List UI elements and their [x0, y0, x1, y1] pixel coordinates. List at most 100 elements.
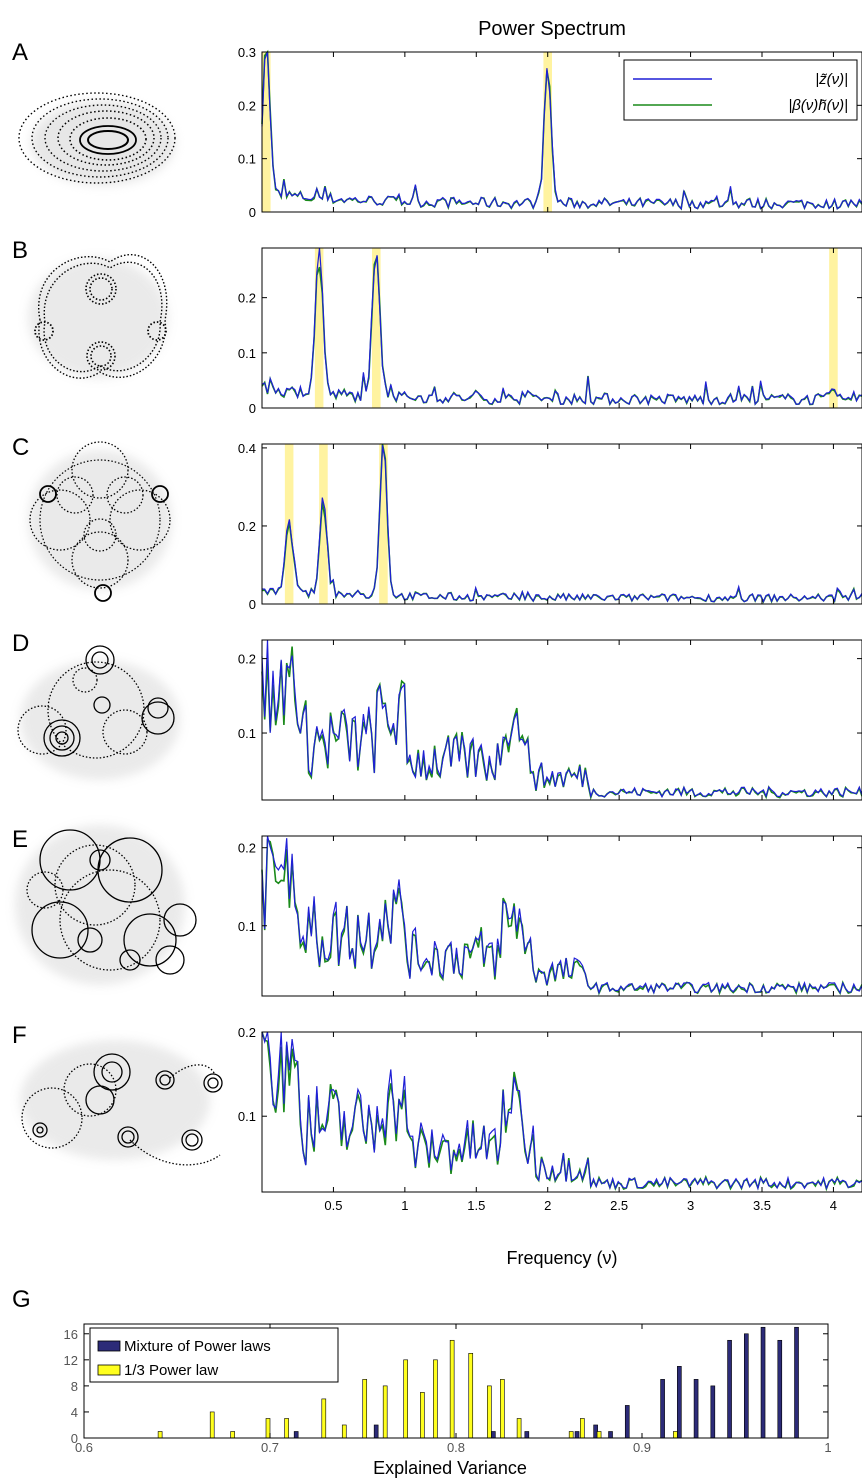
y-tick-label: 8 — [71, 1379, 78, 1394]
bar-one-third — [568, 1431, 574, 1439]
bar-mixture — [710, 1385, 716, 1439]
y-tick-label: 0.1 — [238, 919, 256, 934]
x-tick-label: 3 — [687, 1198, 694, 1213]
spectrum-panel-a: 0 0.1 0.2 0.3 — [238, 45, 862, 220]
legend-label-one-third: 1/3 Power law — [124, 1362, 218, 1379]
bar-one-third — [403, 1359, 408, 1439]
x-tick-label: 0.7 — [261, 1440, 279, 1455]
y-tick-label: 0 — [249, 205, 256, 220]
spectrum-panel-b: 0 0.1 0.2 — [238, 247, 862, 416]
axes-frame — [261, 51, 862, 213]
x-tick-label: 3.5 — [753, 1198, 771, 1213]
trajectory-f — [20, 1040, 223, 1166]
y-tick-label: 0.1 — [238, 346, 256, 361]
bar-one-third — [284, 1418, 289, 1439]
y-tick-label: 0.1 — [238, 152, 256, 167]
spectrum-panel-c: 0 0.2 0.4 — [238, 441, 862, 612]
bar-one-third — [230, 1431, 235, 1439]
bar-one-third — [516, 1418, 522, 1439]
x-tick-label: 1.5 — [467, 1198, 485, 1213]
panel-label-g: G — [12, 1286, 31, 1313]
bar-mixture — [693, 1379, 699, 1439]
panel-label-c: C — [12, 434, 29, 461]
y-tick-label: 0.2 — [238, 519, 256, 534]
y-tick-label: 0.1 — [238, 726, 256, 741]
highlight-band — [262, 52, 271, 212]
bar-one-third — [341, 1424, 347, 1439]
bar-one-third — [265, 1418, 271, 1439]
x-tick-label: 4 — [830, 1198, 837, 1213]
spectrum-panel-d: 0.1 0.2 — [238, 639, 862, 801]
axes-frame — [261, 443, 862, 605]
highlight-band — [543, 52, 552, 212]
y-tick-label: 0.3 — [238, 45, 256, 60]
y-tick-label: 4 — [71, 1405, 78, 1420]
panel-label-b: B — [12, 237, 28, 264]
legend-h-label: |β(ν)h̃(ν)| — [788, 97, 848, 114]
axes-frame — [261, 247, 862, 409]
highlight-band — [379, 444, 388, 604]
highlight-band — [314, 248, 324, 408]
bar-mixture — [574, 1431, 580, 1439]
bar-one-third — [157, 1431, 163, 1439]
bar-one-third — [382, 1385, 388, 1439]
trajectory-c — [28, 441, 172, 602]
panel-label-e: E — [12, 826, 28, 853]
x-tick-label: 2.5 — [610, 1198, 628, 1213]
y-tick-label: 0 — [71, 1431, 78, 1446]
x-tick-label: 2 — [544, 1198, 551, 1213]
axes-frame — [261, 1031, 862, 1193]
panel-label-d: D — [12, 630, 29, 657]
bar-one-third — [500, 1379, 505, 1439]
bar-mixture — [608, 1431, 613, 1439]
bar-mixture — [491, 1431, 496, 1439]
y-tick-label: 12 — [64, 1353, 78, 1368]
bar-mixture — [524, 1431, 530, 1439]
bar-one-third — [673, 1431, 678, 1439]
bar-mixture — [760, 1326, 766, 1439]
y-tick-label: 0 — [249, 401, 256, 416]
bar-mixture — [727, 1339, 732, 1439]
bar-one-third — [487, 1385, 492, 1439]
y-tick-label: 16 — [64, 1327, 78, 1342]
spectrum-legend: |z̃(ν)| |β(ν)h̃(ν)| — [623, 59, 858, 121]
trajectory-e — [15, 825, 197, 985]
x-tick-label: 1 — [401, 1198, 408, 1213]
bar-mixture — [743, 1333, 749, 1439]
y-tick-label: 0.2 — [238, 1025, 256, 1040]
highlight-band — [319, 444, 328, 604]
bar-mixture — [794, 1326, 799, 1439]
bar-mixture — [624, 1405, 630, 1439]
bar-mixture — [660, 1379, 665, 1439]
trajectory-d — [17, 645, 180, 780]
spectrum-x-axis-label: Frequency (ν) — [506, 1248, 617, 1268]
bar-one-third — [209, 1411, 215, 1439]
series-z-line — [261, 835, 862, 995]
panel-label-a: A — [12, 39, 28, 66]
histogram-x-axis-label: Explained Variance — [373, 1458, 527, 1478]
x-tick-label: 1 — [824, 1440, 831, 1455]
histogram-panel-g: 0 4 8 12 16 0.6 0.7 0.8 0.9 1 Mixture of Power law… — [64, 1323, 832, 1455]
bar-one-third — [580, 1418, 585, 1439]
legend-swatch-one-third — [97, 1364, 121, 1376]
y-tick-label: 0.1 — [238, 1109, 256, 1124]
bar-mixture — [293, 1431, 299, 1439]
trajectory-b — [28, 254, 168, 379]
series-z-line — [261, 445, 862, 603]
highlight-band — [372, 248, 381, 408]
panel-label-f: F — [12, 1022, 27, 1049]
figure-title: Power Spectrum — [478, 18, 626, 40]
bar-mixture — [373, 1424, 379, 1439]
series-h-line — [261, 256, 862, 407]
y-tick-label: 0.2 — [238, 841, 256, 856]
y-tick-label: 0.2 — [238, 652, 256, 667]
spectrum-panel-e: 0.1 0.2 — [238, 835, 862, 997]
bar-one-third — [449, 1339, 455, 1439]
legend-swatch-mixture — [97, 1340, 121, 1352]
trajectory-a — [18, 92, 176, 185]
spectrum-panel-f: 0.1 0.2 0.5 1 1.5 2 2.5 3 3.5 4 — [238, 1025, 862, 1213]
legend-z-label: |z̃(ν)| — [815, 71, 848, 88]
bar-one-third — [321, 1398, 327, 1439]
histogram-legend: Mixture of Power laws 1/3 Power law — [89, 1327, 339, 1383]
